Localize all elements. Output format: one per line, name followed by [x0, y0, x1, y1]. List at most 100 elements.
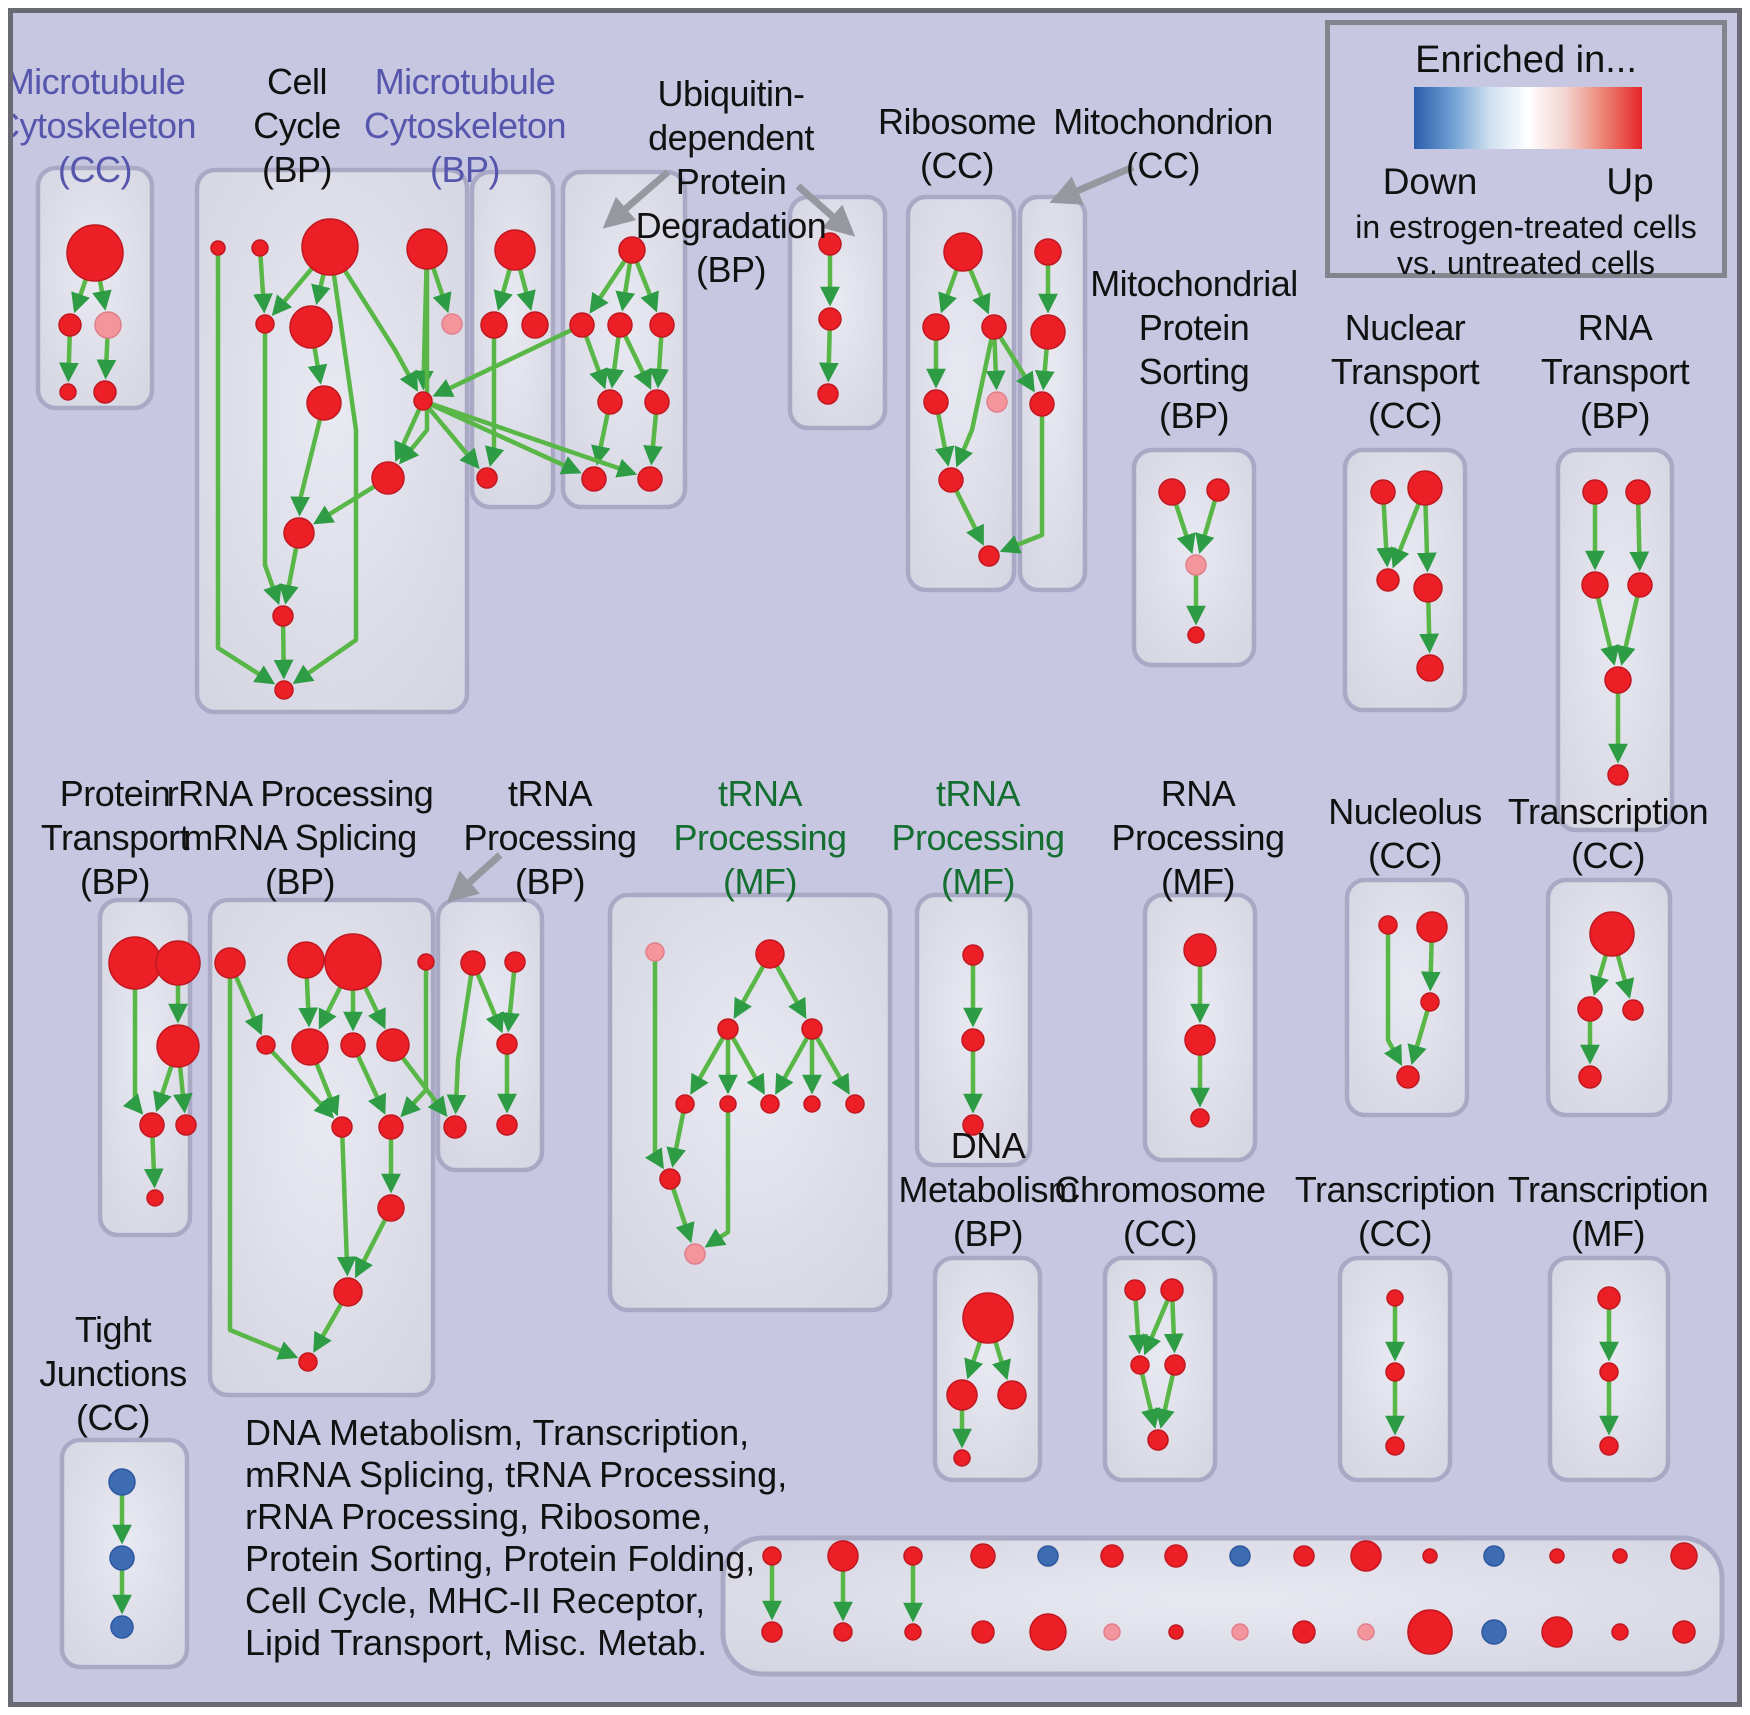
cc-term-node	[255, 314, 275, 334]
label-line: Transcription	[1507, 1169, 1709, 1210]
label-line: Cytoskeleton	[8, 105, 197, 146]
cell-cycle-bp-label: Cell Cycle (BP)	[253, 60, 341, 192]
dnam-term-node	[997, 1380, 1027, 1410]
edge-arrow	[666, 1103, 688, 1168]
trmf1-term-node	[801, 1018, 823, 1040]
mtcc-term-node	[93, 380, 117, 404]
edge-arrow	[336, 1126, 357, 1277]
trcc2-term-node	[1589, 911, 1635, 957]
rib-term-node	[938, 467, 964, 493]
label-line: (BP)	[695, 249, 766, 290]
tj-term-node	[110, 1615, 134, 1639]
trbp-term-node	[496, 1114, 518, 1136]
legend-subtitle-line1: in estrogen-treated cells	[1355, 209, 1697, 245]
mps-term-node	[1158, 478, 1186, 506]
label-line: tRNA	[717, 773, 803, 814]
edge-arrow	[227, 963, 299, 1360]
tj-term-node	[109, 1545, 135, 1571]
trna-processing-bp-label: tRNA Processing (BP)	[463, 772, 637, 904]
label-line: Junctions	[39, 1353, 187, 1394]
strip-term-node	[1164, 1544, 1188, 1568]
label-line: Protein	[675, 161, 787, 202]
label-line: (BP)	[262, 149, 332, 190]
rrna-term-node	[377, 1194, 405, 1222]
label-line: (BP)	[515, 861, 586, 902]
label-line: (CC)	[1123, 1213, 1197, 1254]
edge-arrow	[726, 1027, 765, 1095]
mito-term-node	[1034, 238, 1062, 266]
protein-transport-bp-label: Protein Transport (BP)	[40, 772, 190, 904]
note-line: DNA Metabolism, Transcription,	[245, 1412, 750, 1453]
edge-arrow	[422, 398, 638, 478]
strip-term-node	[1231, 1623, 1249, 1641]
ubl-term-node	[581, 466, 607, 492]
label-line: (CC)	[920, 145, 994, 186]
trmf1-term-node	[717, 1018, 739, 1040]
note-line: rRNA Processing, Ribosome,	[245, 1496, 712, 1537]
trmf2-term-node	[962, 1114, 984, 1136]
note-line: Lipid Transport, Misc. Metab.	[245, 1622, 708, 1663]
nuclear-transport-cc-label: Nuclear Transport (CC)	[1331, 306, 1480, 438]
dnam-term-node	[946, 1379, 978, 1411]
label-line: (BP)	[80, 861, 151, 902]
label-line: Transport	[40, 817, 190, 858]
rrna-term-node	[214, 947, 246, 979]
rt-term-node	[1627, 572, 1653, 598]
nuc-term-node	[1416, 911, 1448, 943]
label-line: Cycle	[253, 105, 341, 146]
label-line: (MF)	[941, 861, 1015, 902]
legend: Enriched in... Down Up in estrogen-treat…	[1325, 20, 1727, 281]
dnam-group-box	[932, 1255, 1043, 1483]
strip-term-node	[1350, 1540, 1382, 1572]
dnam-term-node	[953, 1449, 971, 1467]
strip-term-node	[971, 1620, 995, 1644]
legend-gradient-bar	[1414, 87, 1642, 149]
legend-up-label: Up	[1606, 161, 1654, 202]
ubr-term-node	[818, 307, 842, 331]
trcc3-term-node	[1385, 1436, 1405, 1456]
mtcc-term-node	[66, 224, 124, 282]
ubl-term-node	[618, 236, 646, 264]
microtubule-cytoskeleton-cc-label: Microtubule Cytoskeleton (CC)	[8, 60, 197, 192]
cc-term-node	[441, 313, 463, 335]
rrna-term-node	[287, 941, 325, 979]
mito-term-node	[1030, 314, 1066, 350]
cc-term-node	[413, 391, 433, 411]
rib-term-node	[943, 232, 983, 272]
chrom-term-node	[1130, 1355, 1150, 1375]
label-line: Transcription	[1507, 791, 1709, 832]
strip-term-node	[1672, 1620, 1696, 1644]
strip-term-node	[1168, 1624, 1184, 1640]
cc-term-node	[301, 218, 359, 276]
edge-arrow	[328, 245, 418, 392]
label-line: RNA	[1160, 773, 1236, 814]
trmf1-term-node	[755, 939, 785, 969]
strip-term-node	[1357, 1623, 1375, 1641]
rt-term-node	[1607, 764, 1629, 786]
cc-term-node	[272, 605, 294, 627]
edge-arrow	[1407, 1001, 1433, 1066]
label-pointer-arrow	[446, 852, 503, 903]
strip-term-node	[1541, 1616, 1573, 1648]
mitochondrion-cc-label: Mitochondrion (CC)	[1053, 100, 1273, 188]
label-line: Processing	[673, 817, 847, 858]
label-pointer-arrow	[602, 169, 671, 229]
network-diagram	[35, 163, 1725, 1677]
rrna-term-node	[331, 1116, 353, 1138]
edge-arrow	[215, 248, 276, 685]
trmf1-term-node	[803, 1095, 821, 1113]
strip-term-node	[1612, 1548, 1628, 1564]
label-line: Processing	[891, 817, 1065, 858]
dnam-term-node	[962, 1292, 1014, 1344]
edge-arrow	[500, 961, 520, 1033]
ubl-term-node	[597, 389, 623, 415]
label-line: Cell	[266, 61, 328, 102]
mps-term-node	[1185, 554, 1207, 576]
rna-transport-bp-label: RNA Transport (BP)	[1541, 306, 1690, 438]
trmf1-term-node	[645, 942, 665, 962]
tight-junctions-cc-label: Tight Junctions (CC)	[39, 1308, 187, 1440]
label-line: (BP)	[953, 1213, 1024, 1254]
trbp-term-node	[443, 1115, 467, 1139]
pt-term-node	[175, 1114, 197, 1136]
label-line: Mitochondrion	[1053, 101, 1273, 142]
